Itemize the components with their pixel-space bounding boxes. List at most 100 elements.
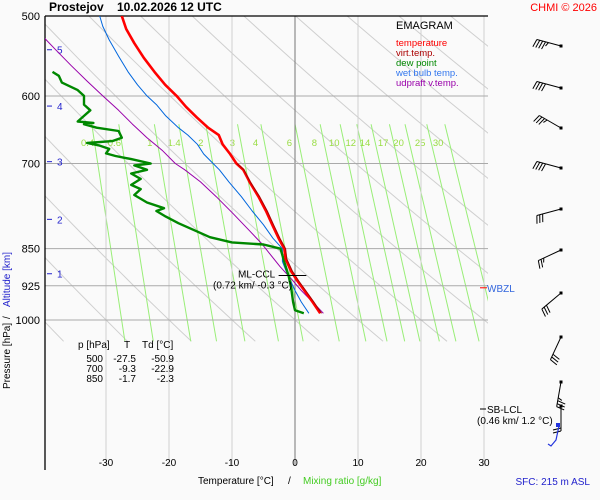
annotation-layer: ML-CCL(0.72 km/ -0.3 °C) WBZL SB-LCL(0.46 … [213, 270, 553, 427]
barb-staff [536, 81, 562, 89]
barb-feather [545, 42, 549, 47]
altitude-tick-label: 5 [57, 46, 63, 57]
barb-feather [538, 40, 544, 49]
surface-wind-dot [556, 423, 560, 427]
y-axis-label-altitude: Altitude [km] [2, 252, 13, 307]
dry-adiabat [45, 23, 384, 342]
mixing-ratio-line [370, 124, 421, 342]
mixing-ratio-line [294, 124, 340, 342]
altitude-tick-label: 4 [57, 102, 63, 113]
table-cell: 500 [86, 354, 103, 365]
dry-adiabat [502, 16, 600, 341]
mixing-ratio-label: 6 [287, 138, 292, 149]
mixing-ratio-line [426, 124, 480, 342]
chart-title-station: Prostejov [49, 0, 104, 14]
barb-feather [533, 115, 540, 122]
table-cell: -2.3 [157, 374, 175, 385]
barb-staff [536, 161, 562, 169]
table-cell: -22.9 [151, 364, 174, 375]
dry-adiabat [295, 16, 488, 180]
mixing-ratio-line [153, 124, 192, 342]
barb-staff [556, 381, 562, 407]
barb-feather [552, 353, 560, 360]
legend-item-temperature: temperature [396, 38, 447, 49]
barb-feather [557, 397, 563, 401]
mixing-ratio-label: 30 [433, 138, 444, 149]
barb-feather [543, 119, 548, 123]
data-table: p [hPa] T Td [°C] 500 -27.5 -50.9 700 -9… [78, 340, 174, 385]
y-axis-label-separator: / [2, 316, 13, 319]
wind-barb [532, 39, 563, 50]
barb-feather [540, 259, 544, 268]
x-tick-label: -10 [225, 458, 240, 469]
surface-wind-trace [547, 423, 560, 447]
mixing-ratio-label: 14 [360, 138, 371, 149]
altitude-tick-label: 3 [57, 158, 63, 169]
mixing-ratio-label: 10 [329, 138, 340, 149]
table-cell: -27.5 [113, 354, 136, 365]
barb-staff [541, 292, 562, 310]
x-tick-label: 30 [478, 458, 490, 469]
mixing-ratio-line [356, 124, 406, 342]
mixing-ratio-label: 20 [393, 138, 404, 149]
legend-item-dew-point: dew point [396, 58, 437, 69]
barb-feather [538, 82, 544, 91]
barb-station-dot [559, 248, 563, 252]
barb-feather [541, 41, 546, 50]
barb-feather [552, 427, 562, 431]
x-tick-label: 10 [352, 458, 364, 469]
series-udpraft-v-temp [45, 37, 324, 314]
y-tick-label: 500 [22, 11, 40, 23]
altitude-tick-label: 1 [57, 270, 63, 281]
x-axis-label-mixing-ratio: Mixing ratio [g/kg] [303, 476, 382, 487]
barb-feather [535, 82, 541, 90]
barb-station-dot [559, 207, 563, 211]
table-cell: -9.3 [119, 364, 137, 375]
mixing-ratio-line [404, 124, 457, 342]
wind-barbs [532, 39, 566, 447]
barb-feather [537, 260, 541, 269]
x-axis-label-separator: / [288, 476, 291, 487]
x-tick-label: -20 [162, 458, 177, 469]
barb-feather [543, 306, 549, 315]
copyright-label: CHMI © 2026 [530, 2, 597, 14]
series-virt-temp [236, 163, 322, 314]
barb-station-dot [559, 126, 563, 130]
table-header-td: Td [°C] [142, 340, 173, 351]
series-layer [45, 16, 324, 315]
table-cell: 700 [86, 364, 103, 375]
barb-station-dot [559, 44, 563, 48]
dry-adiabat [140, 16, 488, 324]
dry-adiabat [45, 195, 192, 342]
mixing-ratio-label: 2 [198, 138, 203, 149]
series-group [45, 16, 324, 315]
barb-feather [557, 400, 566, 405]
table-header-p: p [hPa] [78, 340, 110, 351]
barb-feather [532, 39, 538, 47]
barb-staff [536, 208, 562, 216]
ml-ccl-value: (0.72 km/ -0.3 °C) [213, 281, 292, 292]
barb-staff [538, 249, 562, 262]
y-tick-label: 600 [22, 91, 40, 103]
x-tick-label: 20 [415, 458, 427, 469]
mixing-ratio-line [319, 124, 367, 342]
mixing-ratio-label: 8 [312, 138, 317, 149]
barb-feather [556, 406, 565, 411]
legend-item-updraft: udpraft v.temp. [396, 78, 459, 89]
y-tick-label: 850 [22, 244, 40, 256]
chart-title-datetime: 10.02.2026 12 UTC [117, 0, 222, 14]
barb-feather [538, 118, 545, 125]
barb-station-dot [559, 335, 563, 339]
ml-ccl-label: ML-CCL [238, 270, 276, 281]
x-tick-label: -30 [99, 458, 114, 469]
barb-feather [535, 40, 541, 48]
wind-barb [537, 248, 563, 269]
series-dew-point [51, 70, 305, 315]
mixing-ratio-label: 25 [415, 138, 426, 149]
wind-barb [541, 291, 563, 317]
sb-lcl-label: SB-LCL [487, 405, 522, 416]
y-tick-label: 1000 [16, 315, 40, 327]
dry-adiabat [45, 78, 320, 342]
barb-station-dot [559, 380, 563, 384]
barb-feather [552, 430, 562, 434]
